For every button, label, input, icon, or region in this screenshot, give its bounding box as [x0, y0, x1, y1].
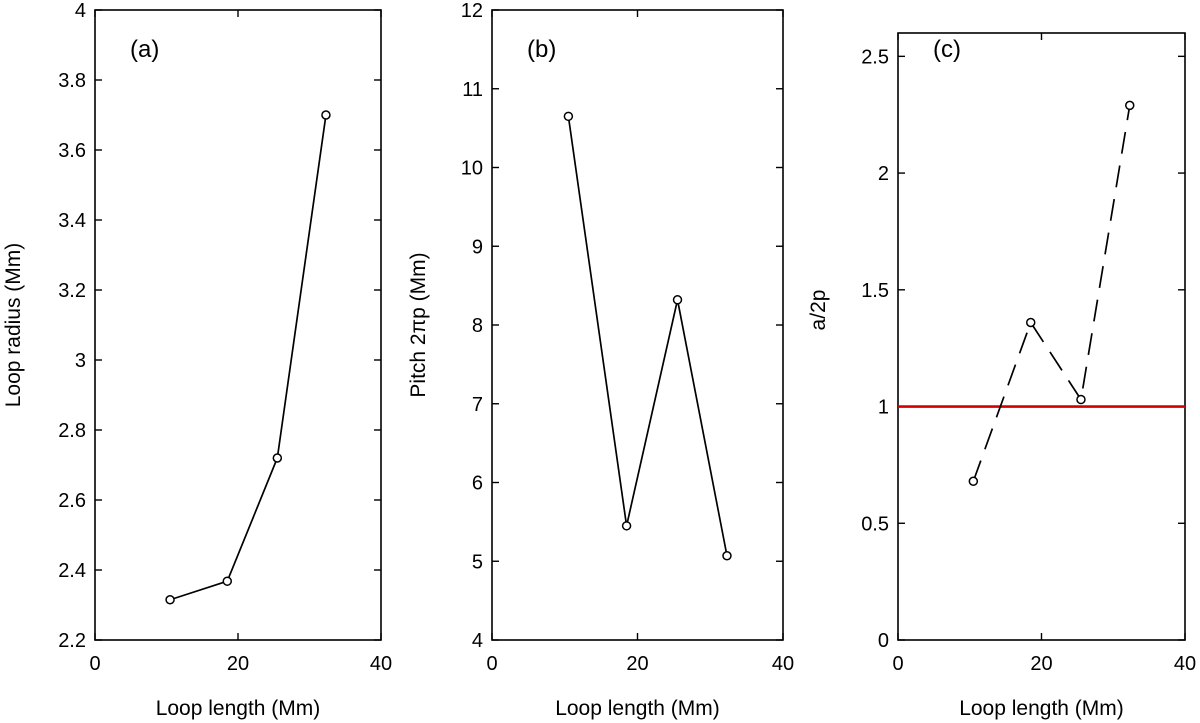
plot-frame: [94, 9, 382, 641]
x-tick-label: 40: [370, 653, 392, 675]
panel-a: 0 20 40 2.2 2.4 2.6 2.8 3 3.2 3.4 3.6 3.8 4 Loop leng…: [2, 0, 392, 720]
data-point: [165, 595, 175, 605]
y-tick-label: 0: [878, 630, 889, 652]
y-tick-label: 9: [472, 236, 483, 258]
y-tick-label: 10: [461, 158, 483, 180]
y-tick-label: 2.4: [58, 560, 86, 582]
y-axis-label: Pitch 2πp (Mm): [407, 252, 430, 397]
panel-tag: (b): [527, 36, 556, 63]
x-tick-label: 0: [89, 653, 100, 675]
y-tick-label: 6: [472, 473, 483, 495]
y-tick-label: 2: [878, 163, 889, 185]
y-tick-label: 2.8: [58, 420, 86, 442]
data-point: [672, 295, 683, 305]
y-tick-label: 3.2: [58, 280, 86, 302]
y-tick-label: 11: [462, 79, 483, 101]
plot-frame: [491, 9, 784, 641]
x-axis-label: Loop length (Mm): [959, 697, 1124, 720]
data-point: [321, 110, 331, 120]
series-line: [972, 105, 1131, 482]
panel-c: 0 20 40 0 0.5 1 1.5 2 2.5 Loop length (Mm) a/2p (c): [807, 32, 1196, 720]
data-point: [563, 111, 574, 122]
y-tick-label: 4: [472, 630, 483, 652]
x-tick-label: 40: [1174, 653, 1196, 675]
y-tick-label: 3.4: [58, 210, 86, 232]
y-tick-label: 2.2: [58, 630, 86, 652]
data-point: [222, 576, 233, 586]
y-tick-label: 8: [472, 315, 483, 337]
x-tick-label: 40: [772, 653, 794, 675]
y-tick-label: 5: [472, 551, 483, 573]
x-tick-label: 20: [626, 653, 648, 675]
y-axis-label: Loop radius (Mm): [2, 243, 25, 408]
data-point: [968, 476, 979, 486]
panel-b: 0 20 40 4 5 6 7 8 9 10 11 12 Loop length (Mm) Pitch 2…: [407, 0, 794, 720]
y-tick-label: 7: [472, 394, 483, 416]
data-point: [621, 521, 632, 531]
x-tick-label: 20: [227, 653, 249, 675]
data-point: [272, 453, 283, 463]
y-tick-label: 12: [461, 0, 483, 22]
y-tick-label: 3.6: [58, 140, 86, 162]
data-point: [1076, 394, 1086, 405]
y-tick-label: 2.6: [58, 490, 86, 512]
y-axis-label: a/2p: [807, 290, 830, 331]
series-line: [567, 116, 728, 556]
plot-frame: [897, 32, 1186, 641]
y-tick-label: 4: [75, 0, 86, 22]
x-axis-label: Loop length (Mm): [555, 697, 720, 720]
panel-tag: (a): [130, 36, 159, 63]
y-tick-label: 3: [75, 350, 86, 372]
panel-tag: (c): [933, 36, 961, 63]
series-line: [169, 114, 327, 601]
data-point: [722, 550, 732, 561]
x-tick-label: 0: [892, 653, 903, 675]
x-tick-label: 0: [486, 653, 497, 675]
y-tick-label: 2.5: [861, 46, 889, 68]
y-tick-label: 3.8: [58, 70, 86, 92]
data-point: [1125, 100, 1135, 111]
x-tick-label: 20: [1030, 653, 1052, 675]
data-point: [1025, 317, 1036, 328]
y-tick-label: 1: [878, 397, 889, 419]
x-axis-label: Loop length (Mm): [156, 697, 321, 720]
y-tick-label: 0.5: [861, 513, 889, 535]
y-tick-label: 1.5: [861, 280, 889, 302]
